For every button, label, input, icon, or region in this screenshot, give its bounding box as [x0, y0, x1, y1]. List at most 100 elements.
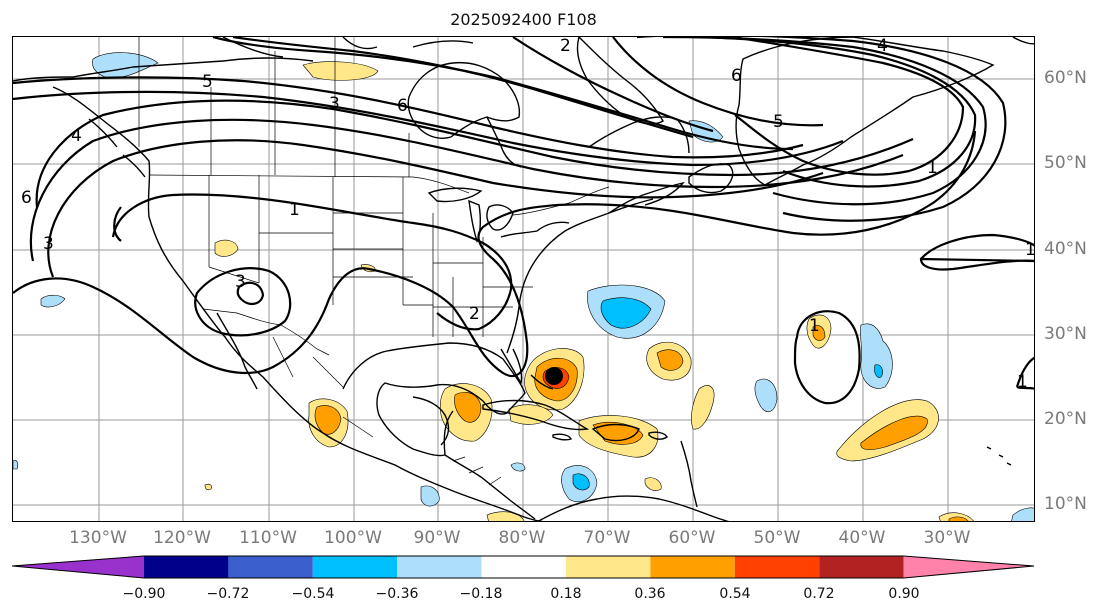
contour-line	[512, 37, 714, 133]
colorbar-extend-high	[903, 556, 1034, 578]
longitude-label: 80°W	[498, 528, 546, 548]
contour-line	[1015, 356, 1034, 390]
contour-line	[13, 130, 977, 378]
latitude-label: 10°N	[1044, 494, 1087, 514]
contour-label: 6	[731, 66, 742, 86]
contour-line	[732, 37, 965, 176]
coast-cuba	[482, 399, 590, 431]
contour-label: 2	[560, 37, 571, 56]
shade-positive-strong	[812, 325, 826, 341]
contour-line	[111, 193, 513, 331]
colorbar-tick-label: −0.72	[206, 586, 250, 602]
shade-negative	[860, 323, 893, 389]
contour-line	[919, 233, 1034, 271]
colorbar-tick-label: −0.18	[459, 586, 503, 602]
contour-label: 5	[773, 112, 784, 132]
longitude-label: 60°W	[668, 528, 716, 548]
colorbar-segment	[819, 556, 904, 578]
shade-positive	[214, 239, 239, 257]
longitude-label: 70°W	[583, 528, 631, 548]
coast-great-lakes-superior	[427, 187, 483, 203]
storm-center-marker	[545, 367, 563, 385]
shade-negative	[13, 460, 19, 470]
longitude-label: 50°W	[753, 528, 801, 548]
coast-central-america	[444, 454, 536, 520]
colorbar-segment	[312, 556, 398, 578]
longitude-label: 40°W	[838, 528, 886, 548]
shade-positive-strong	[314, 405, 342, 435]
coast-gulf-of-mexico	[342, 342, 526, 457]
contour-line	[793, 310, 861, 405]
coast-lesser-antilles	[680, 440, 698, 508]
coast-north-america-west	[52, 86, 544, 521]
shade-negative	[754, 378, 778, 412]
coast-newfoundland	[688, 163, 734, 194]
contour-line	[35, 99, 914, 208]
contour-label: 1	[1017, 372, 1028, 392]
longitude-label: 90°W	[413, 528, 461, 548]
contour-line	[612, 37, 824, 127]
colorbar	[11, 555, 1035, 579]
shade-positive	[644, 477, 662, 491]
coast-iceland	[1012, 37, 1034, 45]
coast-great-lakes-huron	[486, 204, 514, 231]
contour-label: 4	[71, 126, 82, 146]
colorbar-segment	[144, 556, 229, 578]
coast-south-america	[537, 495, 729, 521]
contour-label: 6	[21, 188, 32, 208]
coast-yucatan	[412, 396, 450, 446]
contour-label: 3	[43, 234, 54, 254]
map-canvas: 5 3 6 4 3 2 4 6 5 1 6 1 3 2 1 1 1	[13, 37, 1035, 521]
coast-bahamas	[530, 374, 554, 390]
shade-positive	[691, 385, 715, 430]
map-panel: 5 3 6 4 3 2 4 6 5 1 6 1 3 2 1 1 1	[12, 36, 1035, 522]
colorbar-tick-label: −0.90	[122, 586, 166, 602]
colorbar-tick-label: 0.54	[719, 586, 751, 602]
contour-label: 2	[469, 304, 480, 324]
colorbar-segment	[566, 556, 651, 578]
latitude-label: 30°N	[1044, 324, 1087, 344]
shade-negative	[510, 462, 526, 472]
shade-negative	[92, 52, 159, 79]
latitude-label: 60°N	[1044, 68, 1087, 88]
contour-line	[47, 139, 824, 278]
colorbar-tick-label: −0.54	[291, 586, 335, 602]
shade-negative	[420, 485, 440, 507]
contour-labels: 5 3 6 4 3 2 4 6 5 1 6 1 3 2 1 1 1	[21, 37, 1035, 392]
shade-positive	[508, 404, 554, 425]
colorbar-segment	[228, 556, 313, 578]
shade-positive-strong	[860, 415, 928, 450]
border-central-america	[452, 456, 502, 486]
contour-line	[194, 267, 292, 337]
contour-label: 4	[877, 37, 888, 56]
chart-title: 2025092400 F108	[450, 10, 597, 29]
contour-line	[637, 37, 1007, 222]
contour-label: 3	[329, 94, 340, 114]
shade-negative	[1011, 507, 1034, 521]
contour-label: 1	[1025, 240, 1035, 260]
colorbar-tick-label: 0.90	[888, 586, 920, 602]
coast-alaska-arctic	[13, 57, 314, 82]
colorbar-segment	[481, 556, 566, 578]
coast-hispaniola	[591, 423, 640, 442]
contour-label: 3	[235, 272, 246, 292]
shade-positive-strong	[656, 349, 684, 371]
colorbar-extend-low	[12, 556, 144, 578]
colorbar-segment	[734, 556, 820, 578]
contour-label: 1	[927, 158, 938, 178]
coast-greenland	[735, 37, 995, 186]
shade-positive-strong	[454, 392, 482, 423]
shade-negative-strong	[874, 364, 883, 378]
contour-line	[662, 37, 987, 206]
longitude-label: 120°W	[153, 528, 211, 548]
contour-line	[232, 37, 694, 139]
contour-line	[702, 37, 977, 188]
longitude-label: 100°W	[324, 528, 382, 548]
coast-cape-verde-dots	[986, 446, 1012, 466]
contour-line	[13, 90, 844, 167]
latitude-label: 20°N	[1044, 409, 1087, 429]
colorbar-tick-label: −0.36	[375, 586, 419, 602]
longitude-label: 110°W	[239, 528, 297, 548]
contour-line	[113, 206, 122, 242]
border-us-canada	[148, 174, 610, 216]
